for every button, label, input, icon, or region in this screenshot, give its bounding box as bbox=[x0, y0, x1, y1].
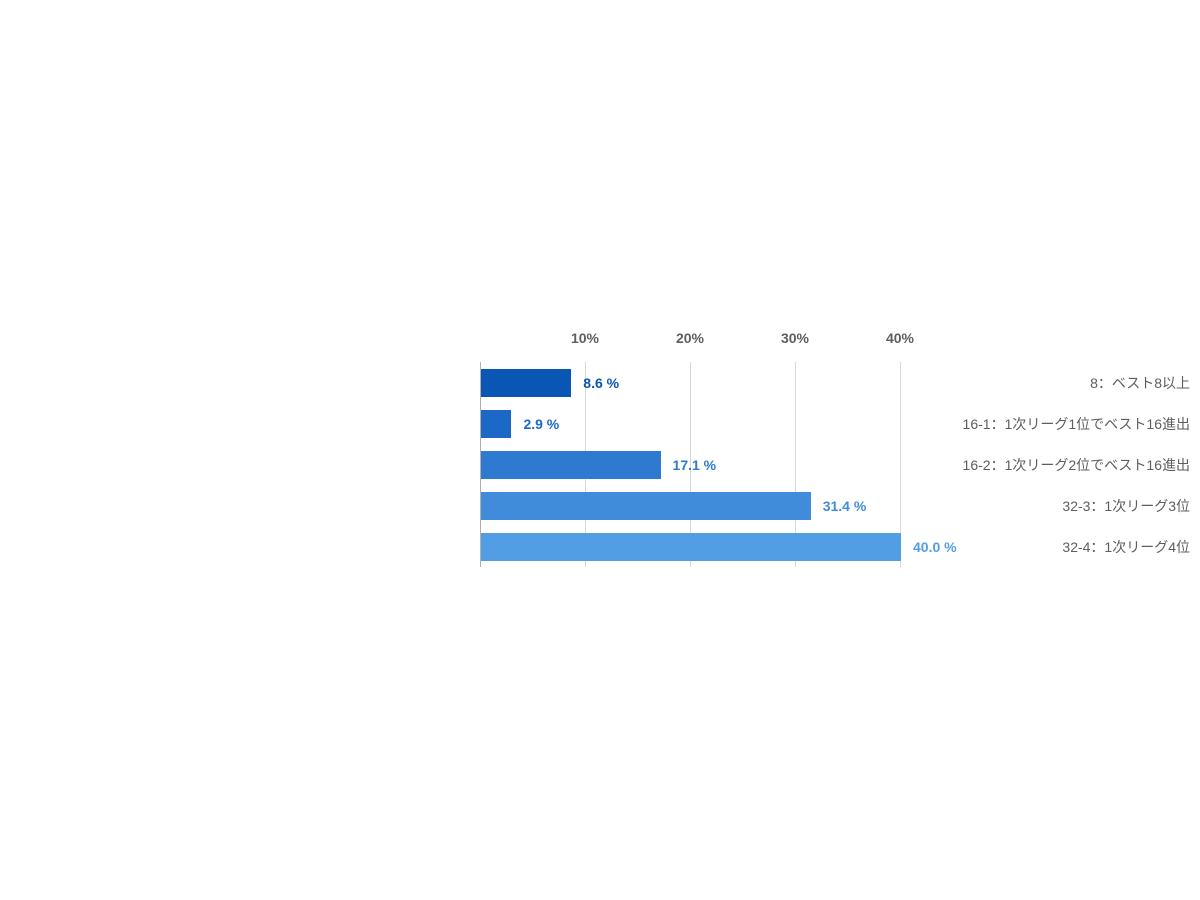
chart-row: 32-3：1次リーグ3位31.4 % bbox=[0, 485, 1200, 526]
bar bbox=[481, 451, 661, 479]
horizontal-bar-chart: 10% 20% 30% 40% 8：ベスト8以上 8.6 % 16-1：1次リーグ1位でベ… bbox=[0, 330, 1200, 567]
chart-row: 16-1：1次リーグ1位でベスト16進出 2.9 % bbox=[0, 403, 1200, 444]
chart-row: 8：ベスト8以上 8.6 % bbox=[0, 362, 1200, 403]
x-axis-tick-label: 30% bbox=[781, 330, 809, 346]
bar-area: 8.6 % bbox=[481, 362, 619, 403]
bar bbox=[481, 533, 901, 561]
chart-row: 16-2：1次リーグ2位でベスト16進出17.1 % bbox=[0, 444, 1200, 485]
x-axis-labels: 10% 20% 30% 40% bbox=[0, 330, 1200, 354]
bar bbox=[481, 492, 811, 520]
plot-area: 8：ベスト8以上8.6 %16-1：1次リーグ1位でベスト16進出2.9 %16… bbox=[0, 362, 1200, 567]
bar-area: 2.9 % bbox=[481, 403, 559, 444]
value-label: 40.0 % bbox=[913, 539, 957, 555]
value-label: 17.1 % bbox=[673, 457, 717, 473]
value-label: 2.9 % bbox=[523, 416, 559, 432]
value-label: 8.6 % bbox=[583, 375, 619, 391]
x-axis-tick-label: 10% bbox=[571, 330, 599, 346]
bar bbox=[481, 410, 511, 438]
category-label: 16-1：1次リーグ1位でベスト16進出 bbox=[720, 414, 1200, 434]
bar bbox=[481, 369, 571, 397]
bar-area: 17.1 % bbox=[481, 444, 716, 485]
bar-area: 31.4 % bbox=[481, 485, 866, 526]
category-label: 8：ベスト8以上 bbox=[720, 373, 1200, 393]
bar-area: 40.0 % bbox=[481, 526, 957, 567]
x-axis-tick-label: 40% bbox=[886, 330, 914, 346]
chart-row: 32-4：1次リーグ4位40.0 % bbox=[0, 526, 1200, 567]
value-label: 31.4 % bbox=[823, 498, 867, 514]
category-label: 16-2：1次リーグ2位でベスト16進出 bbox=[720, 455, 1200, 475]
x-axis-tick-label: 20% bbox=[676, 330, 704, 346]
